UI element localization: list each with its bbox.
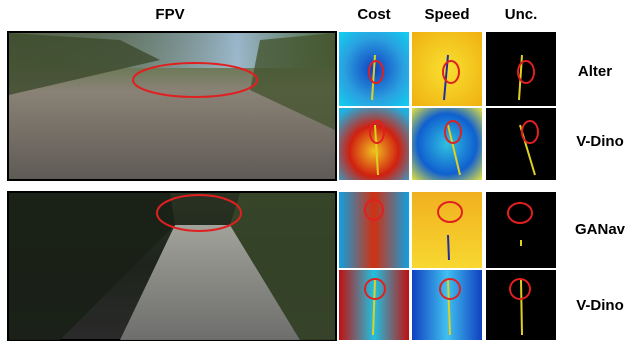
cost-map bbox=[339, 108, 409, 180]
method-label: V-Dino bbox=[576, 133, 624, 150]
method-label: V-Dino bbox=[576, 297, 624, 314]
column-header: Unc. bbox=[505, 6, 538, 23]
fpv-image bbox=[8, 32, 336, 180]
uncertainty-map bbox=[486, 108, 556, 180]
column-header: FPV bbox=[155, 6, 184, 23]
figure: FPV Cost Speed Unc. Alter V-Dino bbox=[0, 0, 637, 348]
column-header: Speed bbox=[424, 6, 469, 23]
speed-map bbox=[412, 192, 482, 268]
cost-map bbox=[339, 192, 409, 268]
column-header: Cost bbox=[357, 6, 390, 23]
method-label: Alter bbox=[578, 63, 612, 80]
fpv-image bbox=[8, 192, 336, 340]
speed-map bbox=[412, 108, 482, 180]
method-label: GANav bbox=[575, 221, 626, 238]
